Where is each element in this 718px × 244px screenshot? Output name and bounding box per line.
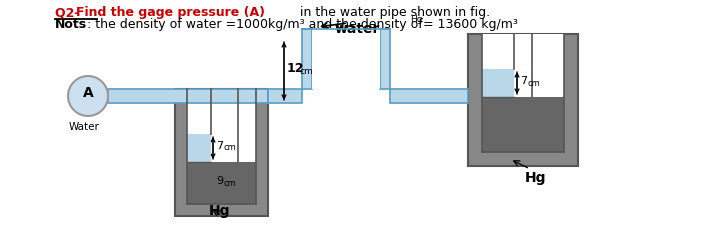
Text: 7: 7 <box>216 141 223 151</box>
Bar <box>175 89 268 216</box>
Bar <box>482 34 564 152</box>
Bar <box>108 89 268 103</box>
Text: 12: 12 <box>287 62 304 75</box>
Text: cm: cm <box>223 143 236 152</box>
Text: Water: Water <box>68 122 99 132</box>
Text: = 13600 kg/m³: = 13600 kg/m³ <box>423 18 518 31</box>
Bar <box>187 162 256 204</box>
Text: Hg: Hg <box>410 15 422 24</box>
Text: Hg: Hg <box>209 204 230 218</box>
Bar <box>390 89 468 103</box>
Bar <box>468 34 578 166</box>
Text: 7: 7 <box>520 76 527 86</box>
Circle shape <box>68 76 108 116</box>
Text: water: water <box>335 22 381 36</box>
Bar <box>312 29 380 89</box>
Bar <box>187 134 211 162</box>
Bar <box>380 29 390 89</box>
Text: A: A <box>83 86 93 100</box>
Text: cm: cm <box>299 67 313 75</box>
Text: Nots: Nots <box>55 18 87 31</box>
Bar <box>268 89 302 103</box>
Text: cm: cm <box>527 79 540 88</box>
Bar <box>482 69 514 97</box>
Text: in the water pipe shown in fig.: in the water pipe shown in fig. <box>296 6 490 19</box>
Text: 9: 9 <box>216 176 223 186</box>
Text: Hg: Hg <box>524 171 546 185</box>
Text: : the density of water =1000kg/m³ and the density of: : the density of water =1000kg/m³ and th… <box>87 18 426 31</box>
Text: cm: cm <box>223 179 236 187</box>
Text: Find the gage pressure (A): Find the gage pressure (A) <box>76 6 265 19</box>
Text: Q2-: Q2- <box>55 6 84 19</box>
Bar <box>302 29 312 89</box>
Bar <box>187 89 256 204</box>
Bar <box>482 97 564 152</box>
